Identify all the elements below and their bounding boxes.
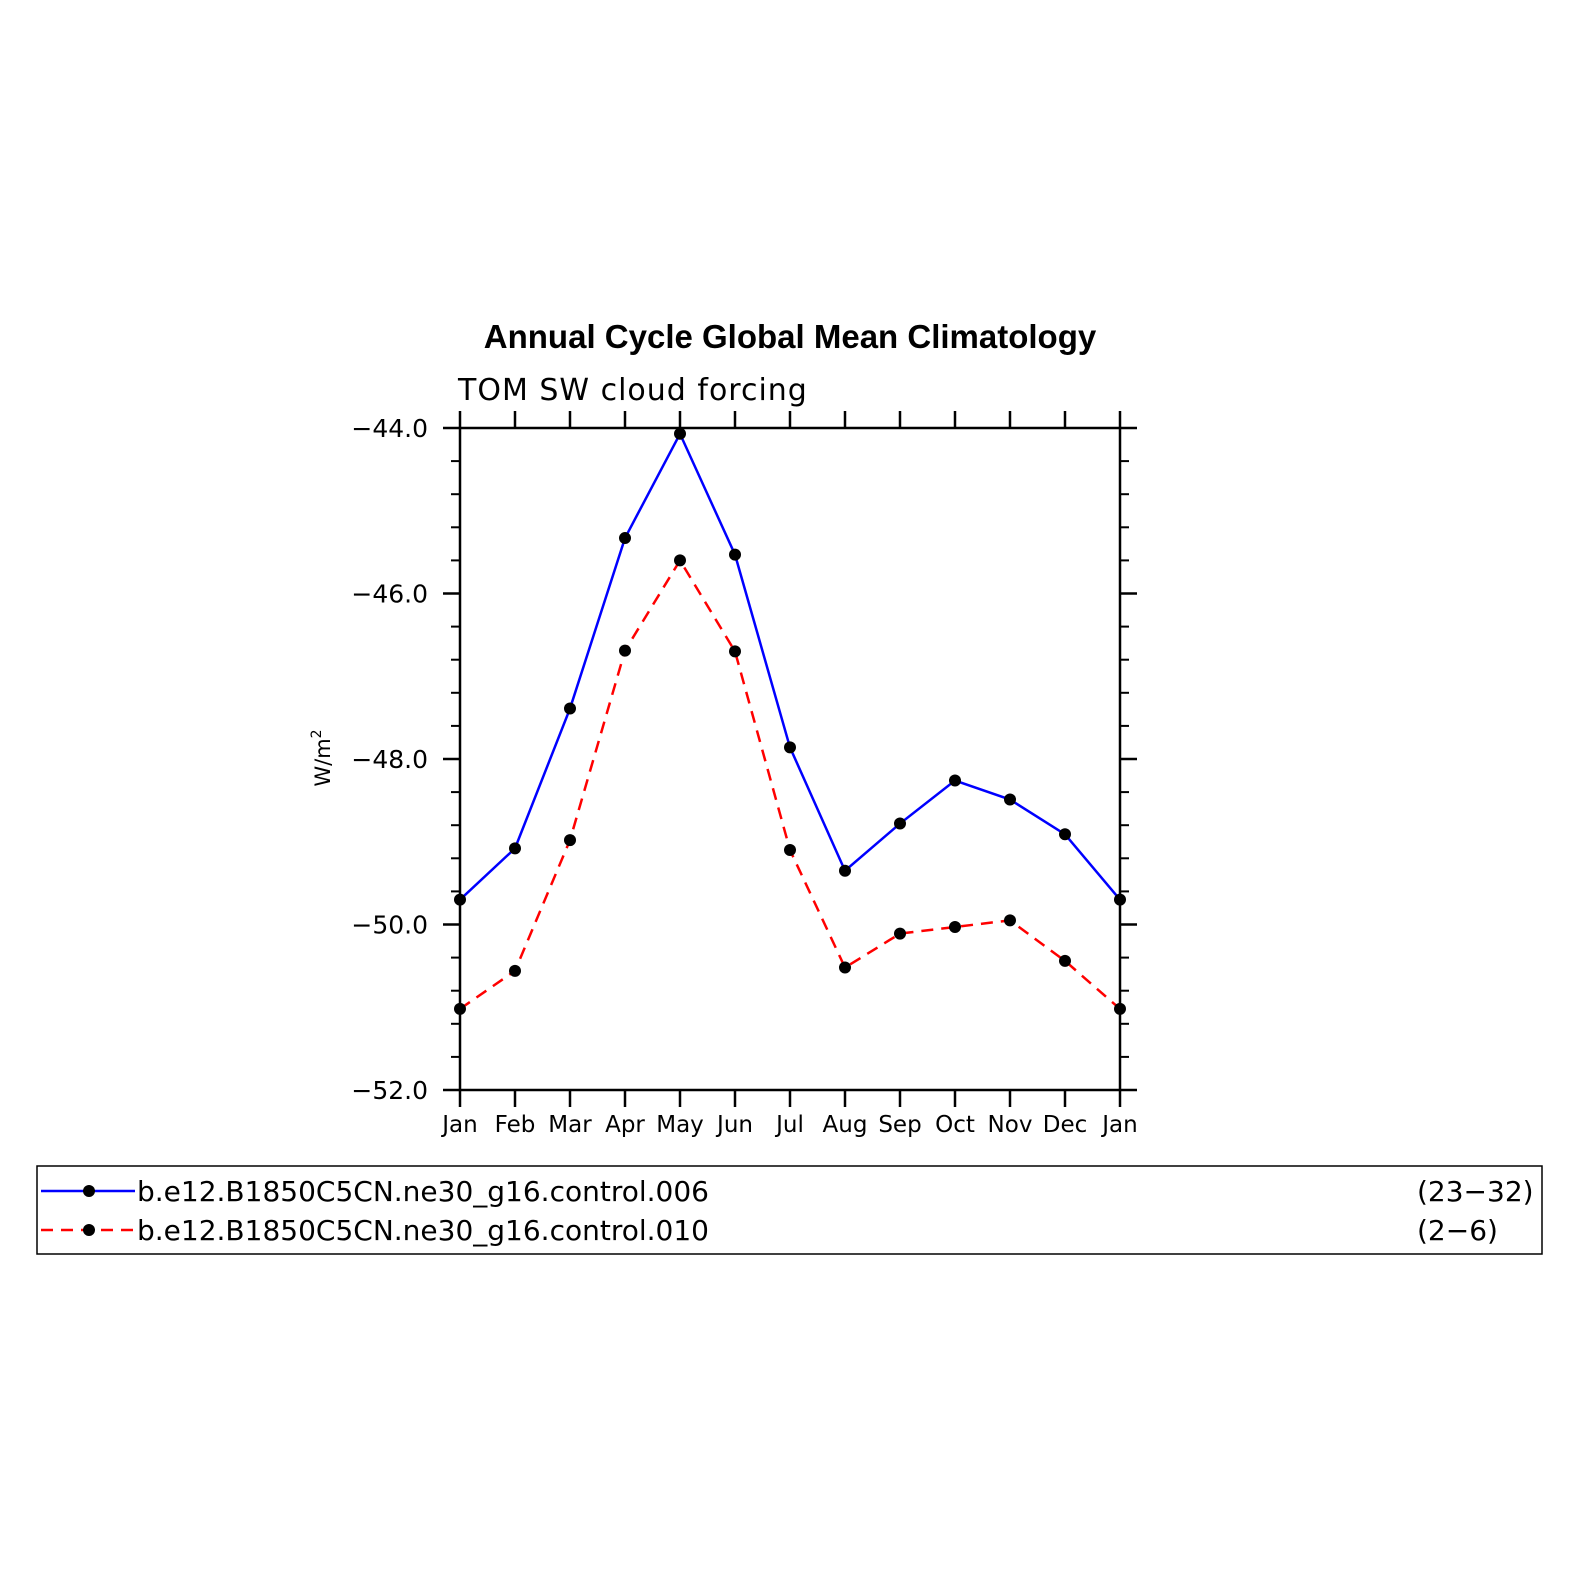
y-axis-label-superscript: 2 — [309, 729, 325, 738]
x-tick-label: Mar — [548, 1112, 592, 1138]
x-tick-label: Oct — [935, 1112, 975, 1138]
data-point — [729, 548, 741, 561]
x-tick-label: Nov — [988, 1112, 1033, 1138]
axes: −44.0 −46.0 −48.0 −50.0 −52.0 Jan Feb Mar Apr May… — [351, 411, 1138, 1138]
x-tick-label: Apr — [605, 1112, 645, 1138]
series-layer — [454, 427, 1126, 1015]
series-1 — [454, 427, 1126, 906]
legend-label: b.e12.B1850C5CN.ne30_g16.control.006 — [137, 1175, 709, 1208]
x-tick-label: Jan — [1100, 1112, 1137, 1138]
x-tick-label: Feb — [495, 1112, 536, 1138]
series-2 — [454, 554, 1126, 1015]
x-tick-label: Jan — [440, 1112, 477, 1138]
legend-years: (2−6) — [1417, 1214, 1498, 1247]
legend-label: b.e12.B1850C5CN.ne30_g16.control.010 — [137, 1214, 709, 1247]
legend-box — [36, 1165, 1543, 1255]
data-point — [839, 864, 851, 877]
legend-marker — [83, 1224, 95, 1236]
data-point — [674, 427, 686, 440]
y-tick-label: −48.0 — [351, 745, 428, 774]
data-point — [1114, 893, 1126, 906]
data-point — [1004, 793, 1016, 806]
series-line — [459, 557, 1121, 1010]
data-point — [564, 702, 576, 715]
data-point — [784, 844, 796, 857]
plot-frame — [458, 426, 1122, 1092]
legend-entry-2: b.e12.B1850C5CN.ne30_g16.control.010 (2−6… — [41, 1214, 1498, 1247]
data-point — [1004, 914, 1016, 927]
data-point — [949, 920, 961, 933]
data-point — [564, 834, 576, 847]
chart-title: Annual Cycle Global Mean Climatology — [484, 318, 1097, 355]
data-point — [1059, 954, 1071, 967]
y-axis-label-text: W/m — [311, 738, 335, 786]
data-point — [509, 964, 521, 977]
y-axis-label: W/m2 — [309, 729, 335, 786]
data-point — [1059, 828, 1071, 841]
svg-text:W/m2: W/m2 — [309, 729, 335, 786]
x-tick-label: Sep — [878, 1112, 921, 1138]
data-point — [839, 961, 851, 974]
y-tick-label: −52.0 — [351, 1076, 428, 1105]
chart-subtitle: TOM SW cloud forcing — [457, 373, 808, 408]
x-tick-label: Jun — [715, 1112, 753, 1138]
data-point — [674, 554, 686, 567]
y-tick-label: −50.0 — [351, 911, 428, 940]
data-point — [784, 741, 796, 754]
series-line — [459, 430, 1121, 901]
x-tick-label: Aug — [823, 1112, 868, 1138]
legend-entry-1: b.e12.B1850C5CN.ne30_g16.control.006 (23−… — [41, 1175, 1534, 1208]
data-point — [454, 1002, 466, 1015]
x-tick-label: Jul — [774, 1112, 804, 1138]
data-point — [729, 645, 741, 658]
data-point — [949, 774, 961, 787]
x-tick-label: Dec — [1043, 1112, 1088, 1138]
data-point — [509, 842, 521, 855]
data-point — [894, 817, 906, 830]
legend: b.e12.B1850C5CN.ne30_g16.control.006 (23−… — [36, 1165, 1543, 1255]
x-tick-label: May — [656, 1112, 704, 1138]
data-point — [619, 532, 631, 545]
data-point — [1114, 1002, 1126, 1015]
y-tick-label: −44.0 — [351, 414, 428, 443]
data-point — [894, 927, 906, 940]
data-point — [454, 893, 466, 906]
legend-marker — [83, 1185, 95, 1197]
data-point — [619, 644, 631, 657]
y-tick-label: −46.0 — [351, 580, 428, 609]
legend-years: (23−32) — [1417, 1175, 1534, 1208]
